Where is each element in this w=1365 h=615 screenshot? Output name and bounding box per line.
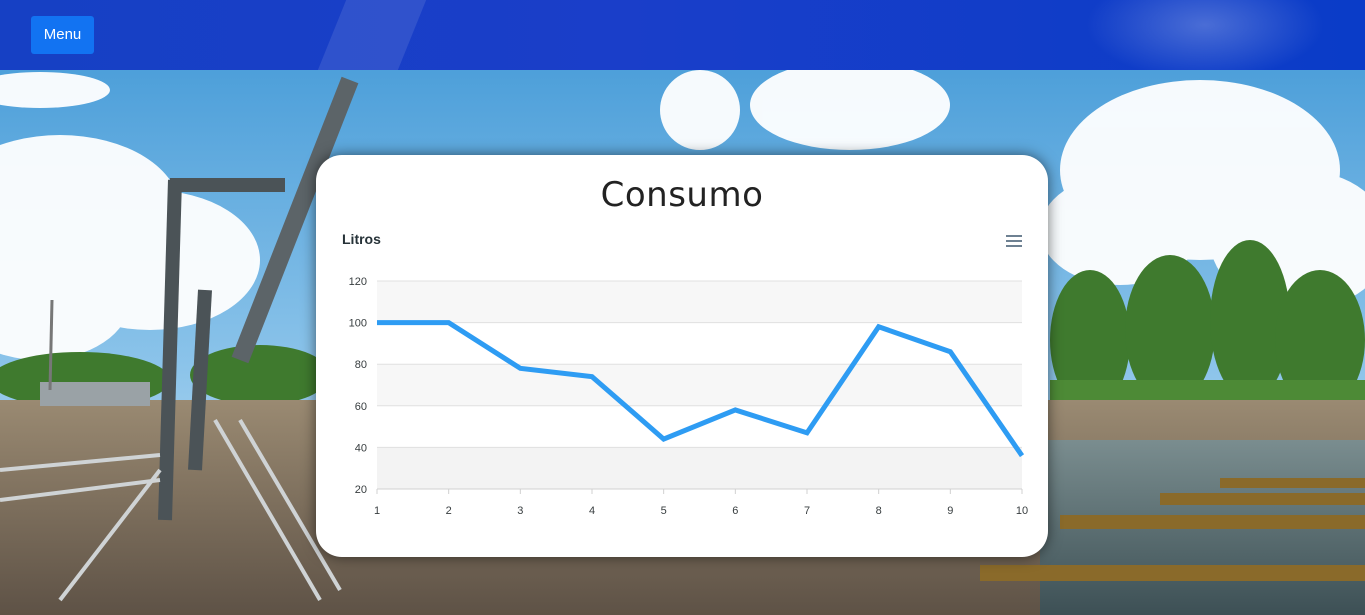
grid-band — [377, 364, 1022, 406]
x-tick-label: 10 — [1016, 505, 1028, 517]
y-tick-label: 100 — [349, 318, 367, 330]
x-tick-label: 6 — [732, 505, 738, 517]
x-tick-label: 2 — [446, 505, 452, 517]
series-line — [377, 320, 1025, 458]
hamburger-icon[interactable] — [1004, 233, 1024, 249]
card-title: Consumo — [600, 175, 764, 215]
y-tick-label: 40 — [355, 442, 367, 454]
y-tick-label: 20 — [355, 484, 367, 496]
x-tick-label: 7 — [804, 505, 810, 517]
x-tick-label: 3 — [517, 505, 523, 517]
top-navigation-bar: Menu — [0, 0, 1365, 70]
x-tick-label: 4 — [589, 505, 595, 517]
topbar-decoration — [309, 0, 431, 70]
line-chart: 20 40 60 80 100 120 1 2 3 4 5 6 7 8 9 10 — [349, 276, 1028, 517]
y-tick-label: 60 — [355, 401, 367, 413]
chart-title: Litros — [342, 231, 381, 247]
x-tick-label: 8 — [876, 505, 882, 517]
consumption-card: Consumo Litros 20 40 60 80 100 120 1 2 3 4 5 6 7 8 9 10 — [316, 155, 1048, 557]
menu-button[interactable]: Menu — [31, 16, 94, 54]
grid-band — [377, 281, 1022, 323]
topbar-glow — [1085, 0, 1325, 70]
x-tick-label: 9 — [947, 505, 953, 517]
x-tick-label: 1 — [374, 505, 380, 517]
grid-band — [377, 447, 1022, 489]
y-tick-label: 120 — [349, 276, 367, 288]
x-tick-label: 5 — [661, 505, 667, 517]
y-tick-label: 80 — [355, 359, 367, 371]
